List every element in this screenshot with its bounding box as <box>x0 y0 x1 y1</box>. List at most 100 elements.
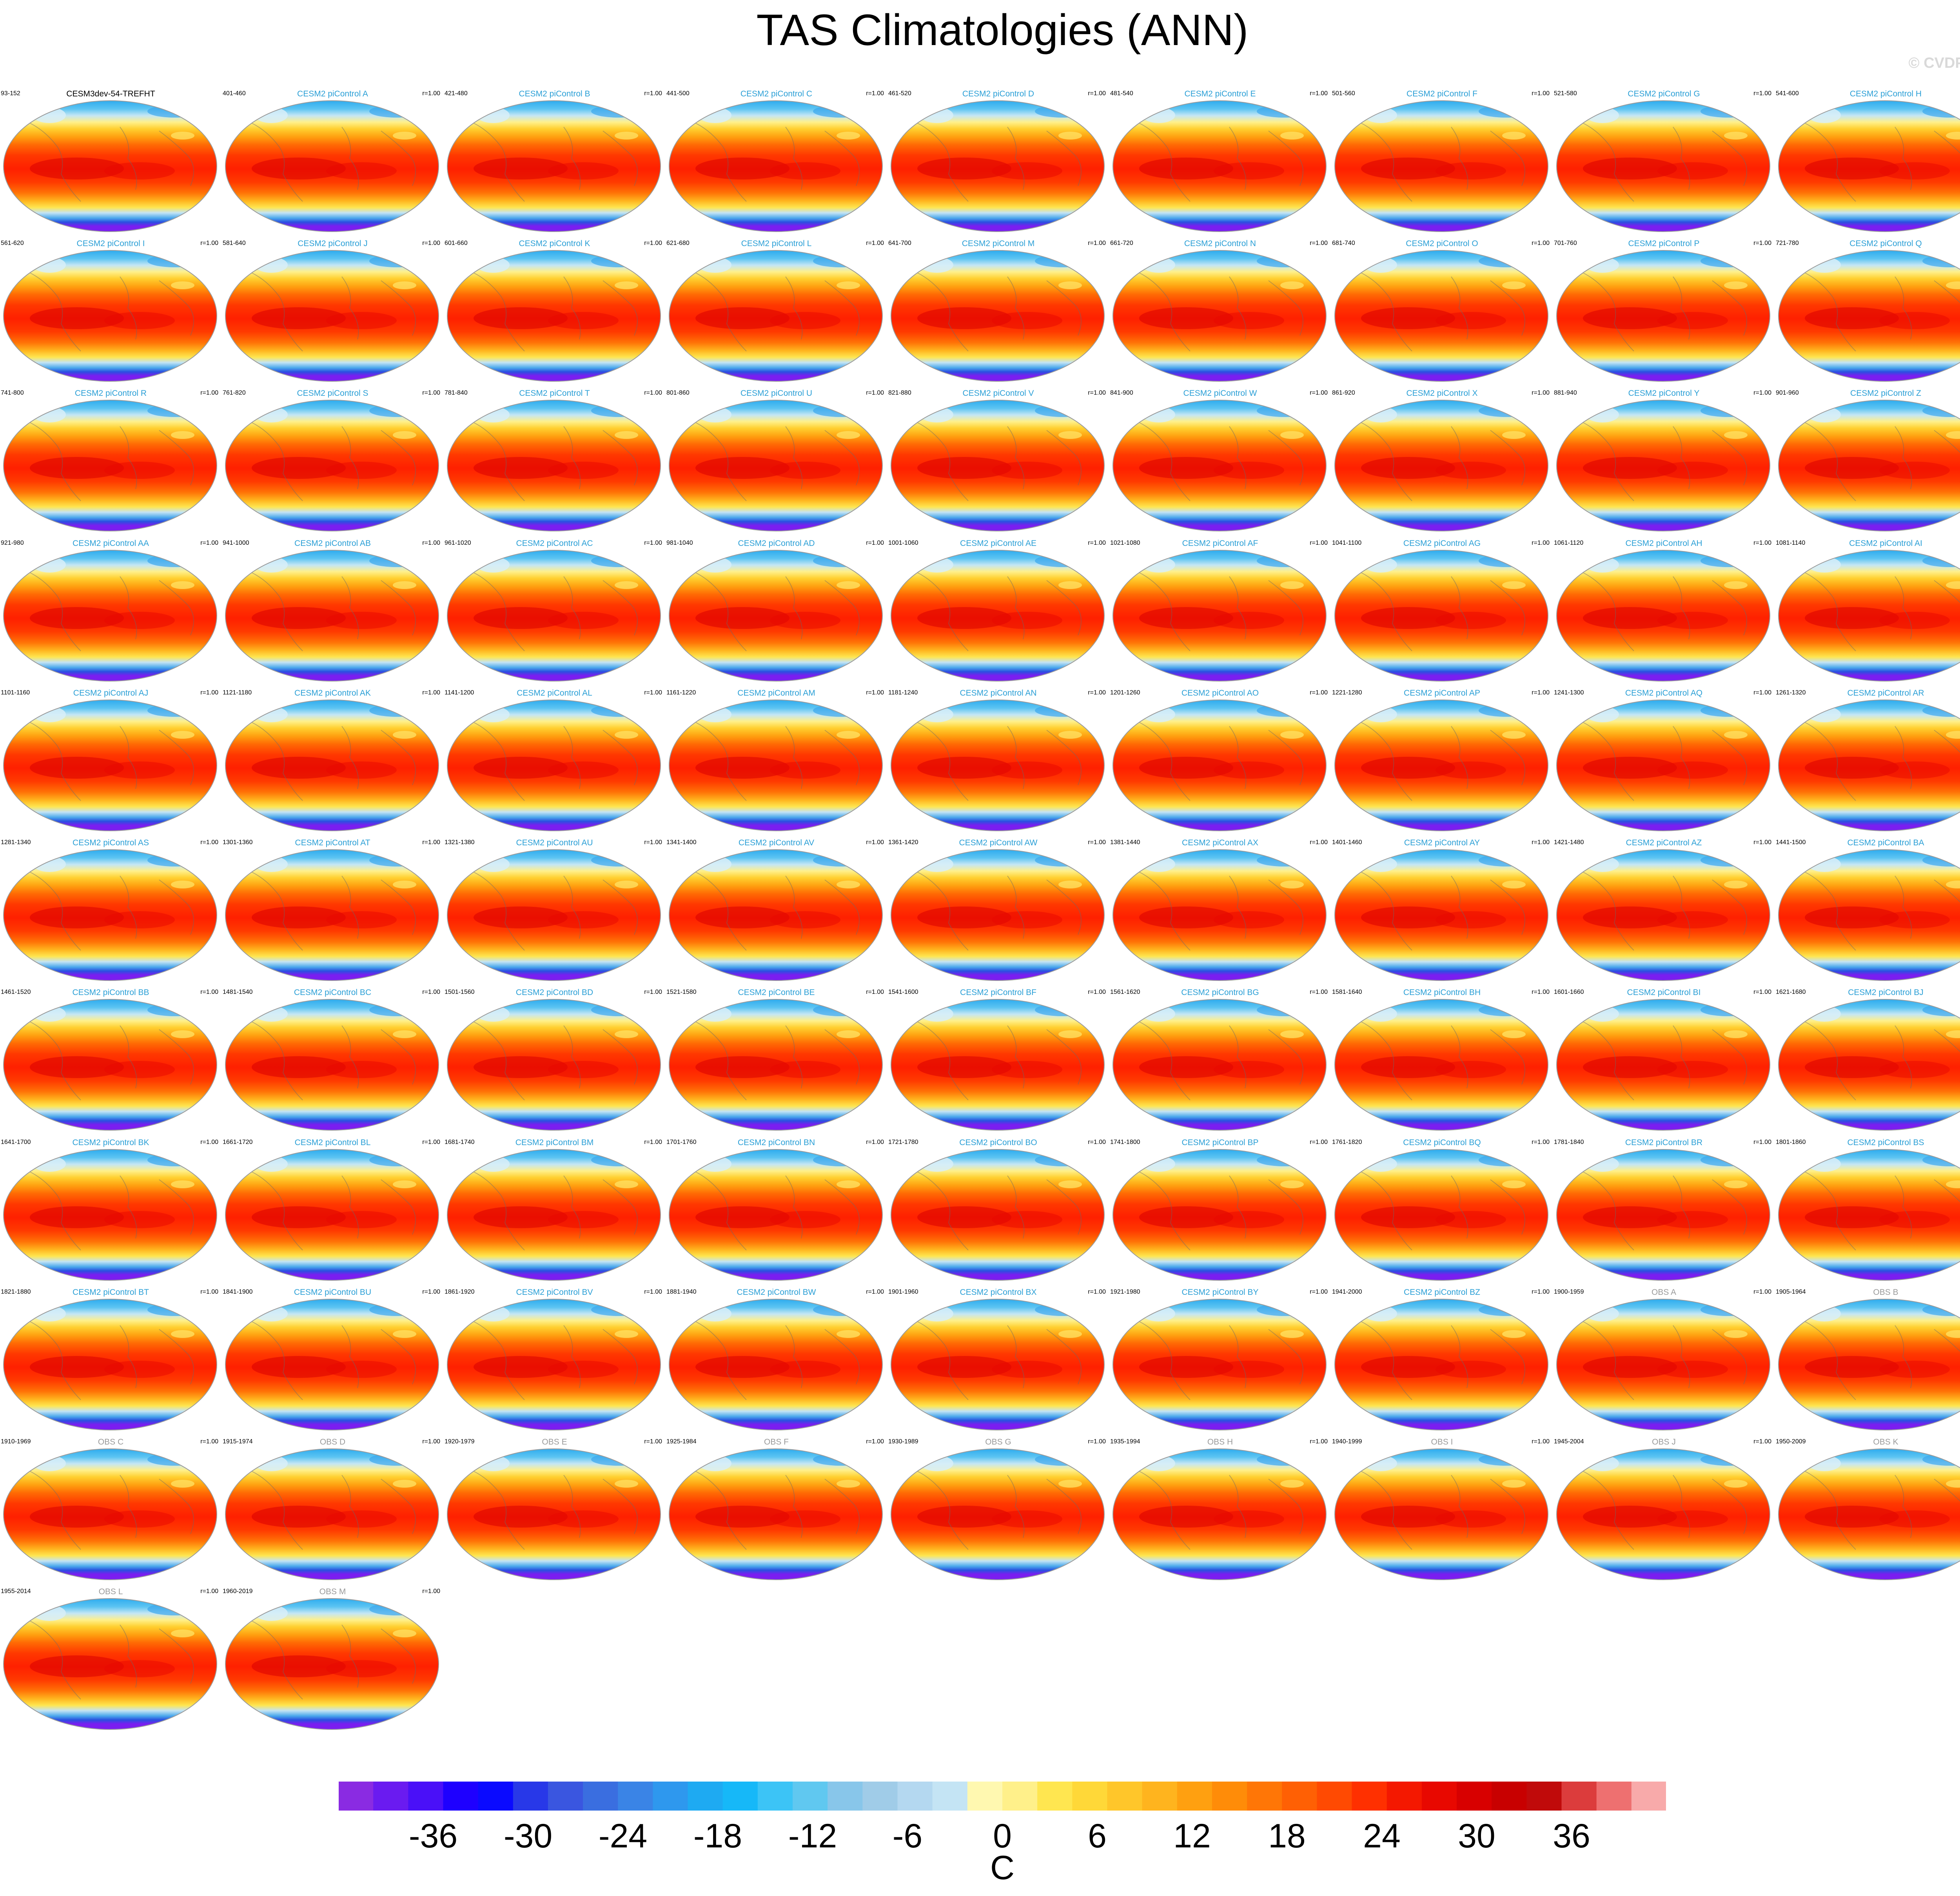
panel-pattern-correlation: r=1.00 <box>644 839 662 846</box>
panel-pattern-correlation: r=1.00 <box>866 540 884 546</box>
panel-pattern-correlation: r=1.00 <box>1088 390 1106 396</box>
colorbar-segment <box>967 1781 1003 1811</box>
panel-title: CESM2 piControl O <box>1406 239 1478 248</box>
panel-years: 1901-1960 <box>888 1289 918 1295</box>
tas-map <box>1778 1299 1960 1430</box>
panel-years: 1121-1180 <box>223 689 252 696</box>
colorbar-segment <box>1177 1781 1212 1811</box>
map-panel: 881-940 CESM2 piControl Y r=1.00 <box>1553 389 1775 538</box>
panel-years: 481-540 <box>1110 90 1133 97</box>
map-panel: 1401-1460 CESM2 piControl AY r=1.00 <box>1331 838 1553 987</box>
map-panel: 521-580 CESM2 piControl G r=1.00 <box>1553 89 1775 238</box>
panel-years: 701-760 <box>1554 240 1577 247</box>
colorbar-segment <box>583 1781 618 1811</box>
panel-pattern-correlation: r=1.00 <box>1532 540 1550 546</box>
tas-map <box>1112 700 1327 831</box>
panel-title: CESM2 piControl AW <box>959 838 1038 847</box>
panel-title: OBS H <box>1207 1437 1233 1446</box>
panel-years: 1781-1840 <box>1554 1139 1584 1146</box>
tas-map <box>1556 250 1770 382</box>
colorbar-segment <box>478 1781 514 1811</box>
panel-title: CESM2 piControl AH <box>1625 539 1702 548</box>
colorbar-tick-label: 30 <box>1458 1817 1495 1855</box>
map-panel: 1021-1080 CESM2 piControl AF r=1.00 <box>1109 539 1331 688</box>
panel-pattern-correlation: r=1.00 <box>1088 90 1106 97</box>
map-panel: 1501-1560 CESM2 piControl BD r=1.00 <box>444 988 665 1137</box>
map-panel: 421-480 CESM2 piControl B r=1.00 <box>444 89 665 238</box>
panel-pattern-correlation: r=1.00 <box>1310 689 1328 696</box>
tas-map <box>1112 1299 1327 1430</box>
panel-title: OBS B <box>1873 1288 1898 1297</box>
panel-pattern-correlation: r=1.00 <box>1310 1139 1328 1146</box>
panel-years: 781-840 <box>445 390 468 396</box>
tas-map <box>1334 999 1548 1131</box>
panel-title: CESM2 piControl AO <box>1181 689 1259 698</box>
panel-years: 1101-1160 <box>1 689 30 696</box>
panel-pattern-correlation: r=1.00 <box>422 240 440 247</box>
panel-pattern-correlation: r=1.00 <box>644 240 662 247</box>
panel-title: CESM2 piControl T <box>519 389 590 398</box>
tas-map <box>1778 100 1960 232</box>
panel-title: CESM2 piControl AI <box>1849 539 1922 548</box>
panel-years: 641-700 <box>888 240 911 247</box>
map-panel: 1901-1960 CESM2 piControl BX r=1.00 <box>887 1288 1109 1437</box>
panel-years: 1661-1720 <box>223 1139 253 1146</box>
panel-pattern-correlation: r=1.00 <box>1532 989 1550 995</box>
tas-map <box>891 1149 1105 1281</box>
panel-pattern-correlation: r=1.00 <box>866 1139 884 1146</box>
colorbar-segment <box>1457 1781 1492 1811</box>
panel-title: CESM2 piControl AC <box>516 539 593 548</box>
map-panel: 821-880 CESM2 piControl V r=1.00 <box>887 389 1109 538</box>
tas-map <box>1556 400 1770 531</box>
map-panel: 461-520 CESM2 piControl D r=1.00 <box>887 89 1109 238</box>
map-panel: 1121-1180 CESM2 piControl AK r=1.00 <box>222 689 443 837</box>
panel-years: 461-520 <box>888 90 911 97</box>
map-panel: 761-820 CESM2 piControl S r=1.00 <box>222 389 443 538</box>
panel-pattern-correlation: r=1.00 <box>422 689 440 696</box>
panel-title: CESM2 piControl AN <box>960 689 1037 698</box>
map-panel: 1881-1940 CESM2 piControl BW r=1.00 <box>666 1288 887 1437</box>
panel-years: 1481-1540 <box>223 989 253 995</box>
panel-pattern-correlation: r=1.00 <box>200 689 218 696</box>
tas-map <box>447 550 661 682</box>
tas-map <box>225 849 439 981</box>
map-panel: 1561-1620 CESM2 piControl BG r=1.00 <box>1109 988 1331 1137</box>
panel-pattern-correlation: r=1.00 <box>1753 1438 1771 1445</box>
tas-map <box>225 100 439 232</box>
map-panel: 1301-1360 CESM2 piControl AT r=1.00 <box>222 838 443 987</box>
colorbar-segment <box>653 1781 688 1811</box>
chart-title: TAS Climatologies (ANN) <box>756 5 1249 54</box>
tas-map <box>891 550 1105 682</box>
tas-map <box>3 1448 217 1580</box>
tas-map <box>669 1149 883 1281</box>
panel-title: CESM2 piControl BS <box>1847 1138 1924 1147</box>
tas-map <box>3 1299 217 1430</box>
panel-title: CESM2 piControl BA <box>1847 838 1924 847</box>
panel-title: CESM2 piControl BT <box>73 1288 149 1297</box>
panel-title: CESM2 piControl AE <box>960 539 1036 548</box>
panel-years: 1925-1984 <box>666 1438 697 1445</box>
panel-years: 621-680 <box>666 240 690 247</box>
panel-title: CESM2 piControl Q <box>1849 239 1922 248</box>
panel-pattern-correlation: r=1.00 <box>644 540 662 546</box>
tas-map <box>225 999 439 1131</box>
panel-pattern-correlation: r=1.00 <box>1088 689 1106 696</box>
panel-pattern-correlation: r=1.00 <box>422 390 440 396</box>
panel-years: 1021-1080 <box>1110 540 1140 546</box>
tas-map <box>1112 1448 1327 1580</box>
map-panel: 1281-1340 CESM2 piControl AS r=1.00 <box>0 838 221 987</box>
panel-years: 581-640 <box>223 240 246 247</box>
map-panel: 701-760 CESM2 piControl P r=1.00 <box>1553 239 1775 388</box>
panel-title: CESM2 piControl AU <box>516 838 593 847</box>
map-panel: 781-840 CESM2 piControl T r=1.00 <box>444 389 665 538</box>
tas-map <box>1778 1149 1960 1281</box>
panel-pattern-correlation: r=1.00 <box>200 240 218 247</box>
panel-title: CESM2 piControl BY <box>1181 1288 1259 1297</box>
panel-pattern-correlation: r=1.00 <box>644 989 662 995</box>
panel-title: CESM2 piControl BZ <box>1404 1288 1480 1297</box>
map-panel: 1681-1740 CESM2 piControl BM r=1.00 <box>444 1138 665 1287</box>
map-panel: 1201-1260 CESM2 piControl AO r=1.00 <box>1109 689 1331 837</box>
